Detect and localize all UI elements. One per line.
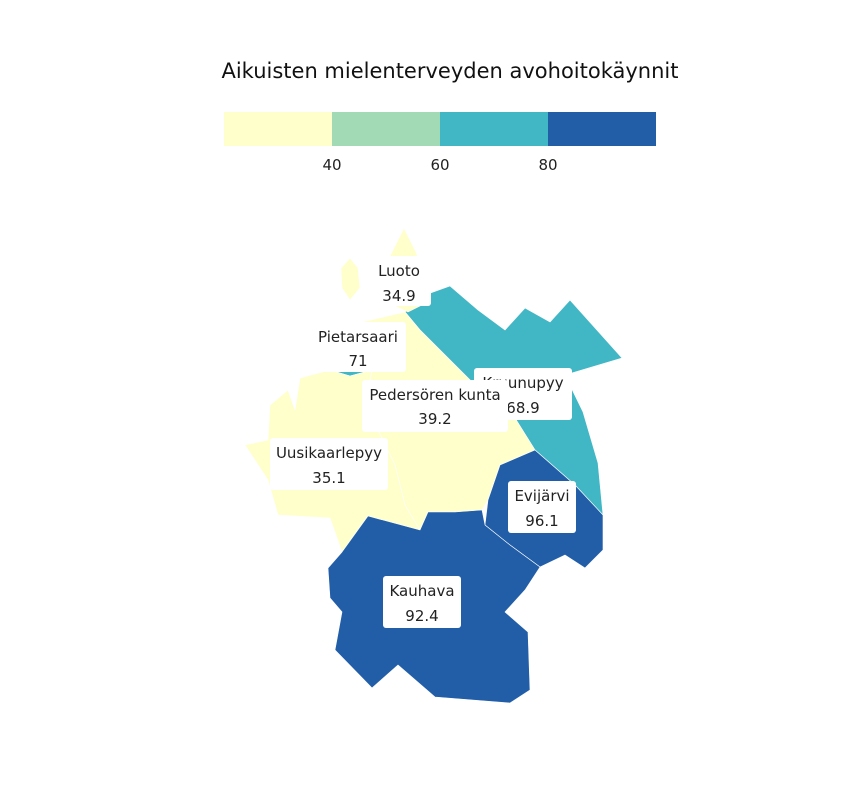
- label-evijarvi: Evijärvi 96.1: [508, 481, 576, 533]
- legend-tick-40: 40: [322, 156, 341, 174]
- legend: 40 60 80: [224, 112, 656, 174]
- map-title: Aikuisten mielenterveyden avohoitokäynni…: [221, 59, 678, 83]
- legend-swatch-4: [548, 112, 656, 146]
- label-evijarvi-value: 96.1: [525, 512, 558, 530]
- label-uusikaarlepyy: Uusikaarlepyy 35.1: [270, 438, 388, 490]
- legend-swatch-2: [332, 112, 440, 146]
- label-uusikaarlepyy-name: Uusikaarlepyy: [276, 444, 382, 462]
- label-pietarsaari-value: 71: [348, 352, 367, 370]
- legend-tick-60: 60: [430, 156, 449, 174]
- label-kruunupyy-value: 68.9: [506, 399, 539, 417]
- label-pedersoren-name: Pedersören kunta: [369, 386, 500, 404]
- label-kauhava-value: 92.4: [405, 607, 438, 625]
- label-kauhava: Kauhava 92.4: [383, 576, 461, 628]
- region-luoto-island[interactable]: [340, 257, 361, 301]
- legend-tick-80: 80: [538, 156, 557, 174]
- legend-swatch-1: [224, 112, 332, 146]
- label-luoto-name: Luoto: [378, 262, 420, 280]
- region-labels: Luoto 34.9 Pietarsaari 71 Kruunupyy 68.9…: [270, 256, 576, 628]
- legend-swatch-3: [440, 112, 548, 146]
- label-pedersoren-kunta: Pedersören kunta 39.2: [362, 380, 508, 432]
- label-luoto-value: 34.9: [382, 287, 415, 305]
- label-pedersoren-value: 39.2: [418, 410, 451, 428]
- label-uusikaarlepyy-value: 35.1: [312, 469, 345, 487]
- label-evijarvi-name: Evijärvi: [514, 487, 569, 505]
- label-pietarsaari: Pietarsaari 71: [310, 322, 406, 372]
- label-kauhava-name: Kauhava: [389, 582, 454, 600]
- label-luoto: Luoto 34.9: [367, 256, 431, 306]
- label-pietarsaari-name: Pietarsaari: [318, 328, 398, 346]
